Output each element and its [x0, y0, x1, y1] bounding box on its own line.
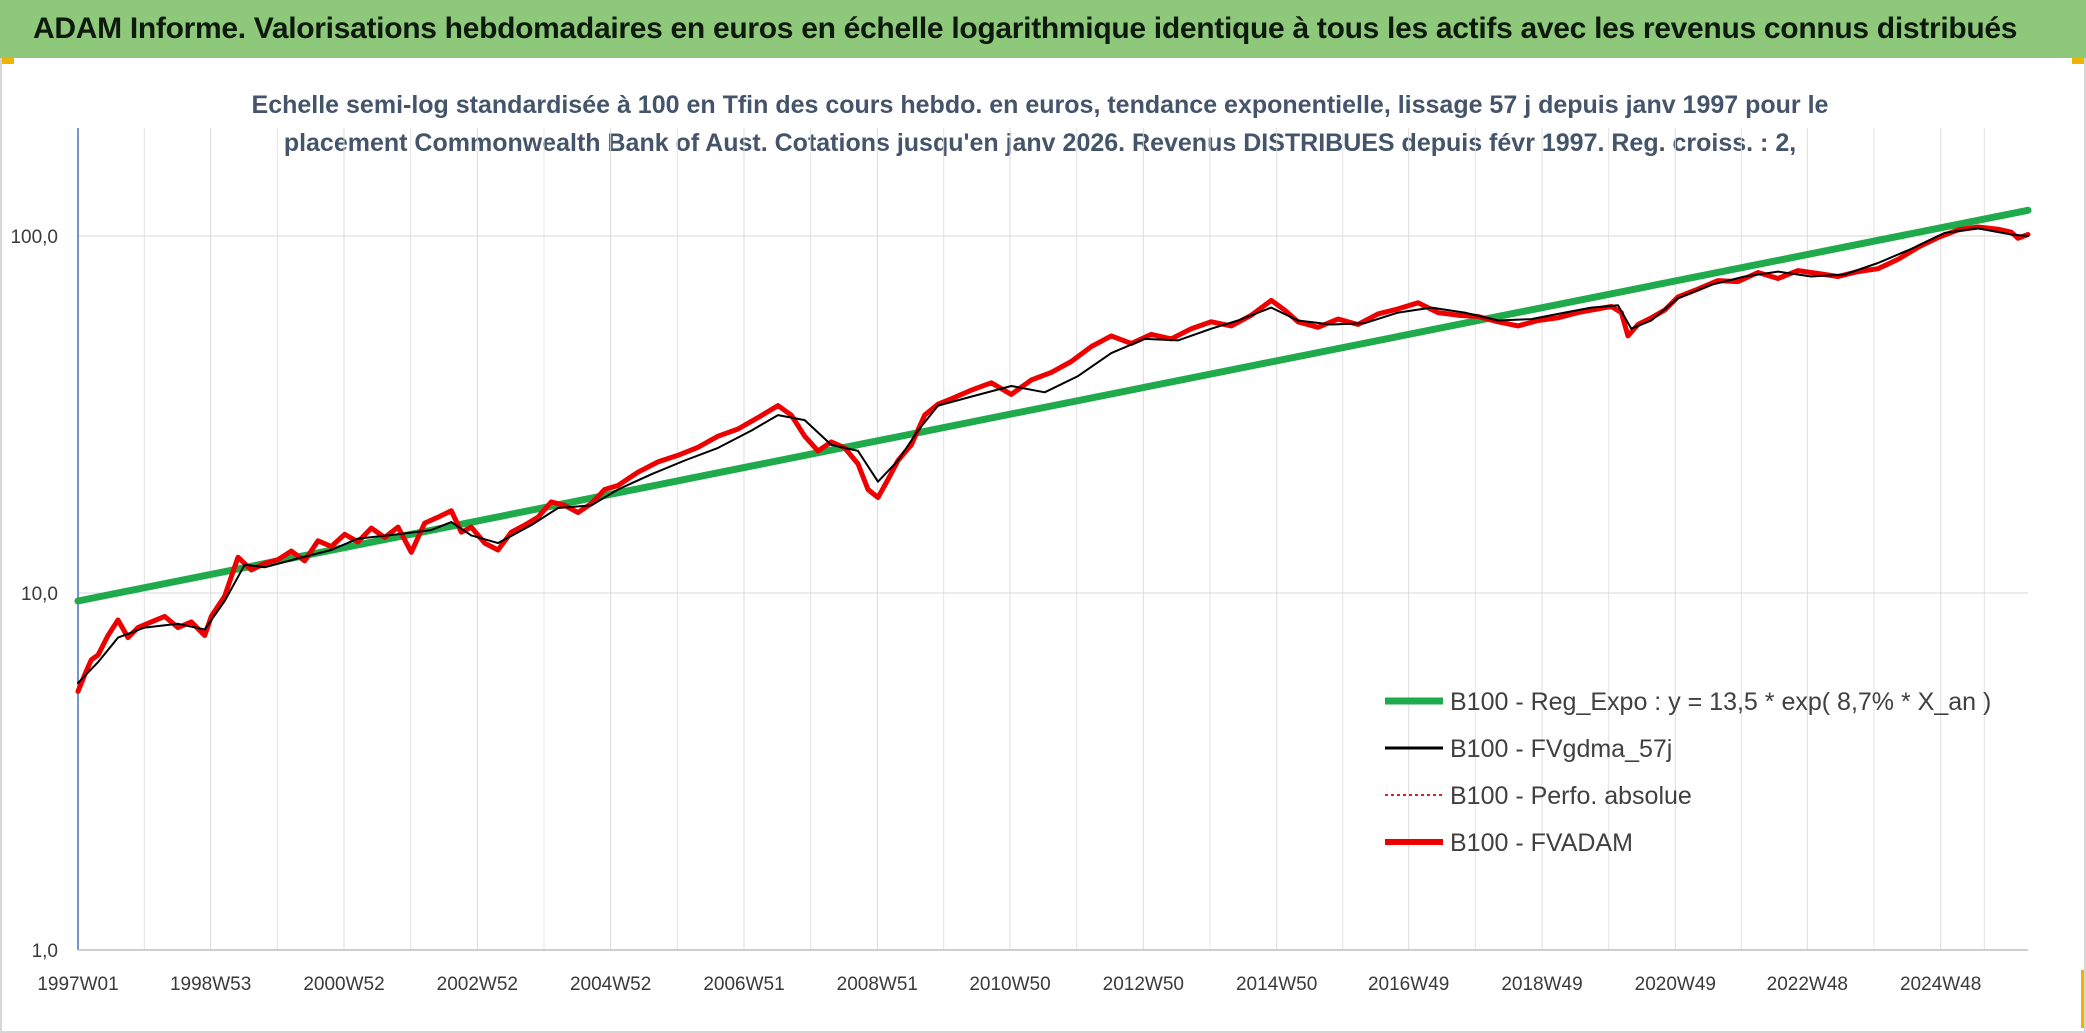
- chart-axes: 1,0 10,0 100,0 1997W01 1998W53 2000W52 2002W52…: [10, 128, 2028, 995]
- legend-label-perfo-absolue: B100 - Perfo. absolue: [1450, 782, 1692, 810]
- legend-label-fvadam: B100 - FVADAM: [1450, 829, 1633, 857]
- x-tick-label: 2014W50: [1236, 974, 1317, 995]
- y-tick-label: 1,0: [32, 941, 58, 962]
- x-tick-label: 2008W51: [837, 974, 918, 995]
- x-tick-label: 1997W01: [37, 974, 118, 995]
- y-tick-label: 10,0: [21, 584, 58, 605]
- x-tick-label: 2018W49: [1501, 974, 1582, 995]
- chart-series: [74, 206, 2032, 694]
- x-tick-label: 2024W48: [1900, 974, 1981, 995]
- x-tick-label: 2020W49: [1635, 974, 1716, 995]
- chart-grid: [78, 128, 2028, 951]
- chart-legend: B100 - Reg_Expo : y = 13,5 * exp( 8,7% *…: [1385, 688, 1991, 857]
- page-title: ADAM Informe. Valorisations hebdomadaire…: [33, 12, 2018, 45]
- legend-label-reg-expo: B100 - Reg_Expo : y = 13,5 * exp( 8,7% *…: [1450, 688, 1991, 716]
- x-tick-label: 2016W49: [1368, 974, 1449, 995]
- y-tick-label: 100,0: [10, 227, 58, 248]
- x-tick-label: 2010W50: [969, 974, 1050, 995]
- x-tick-label: 2004W52: [570, 974, 651, 995]
- series-line-fvadam: [75, 224, 2031, 694]
- header-bar: ADAM Informe. Valorisations hebdomadaire…: [0, 0, 2086, 58]
- series-line-reg-expo: [74, 206, 2032, 605]
- chart-subtitle-line-2: placement Commonwealth Bank of Aust. Cot…: [283, 129, 1797, 157]
- x-tick-label: 1998W53: [170, 974, 251, 995]
- legend-label-fvgdma: B100 - FVgdma_57j: [1450, 735, 1672, 763]
- x-tick-label: 2012W50: [1103, 974, 1184, 995]
- chart-subtitle-line-1: Echelle semi-log standardisée à 100 en T…: [251, 91, 1829, 119]
- corner-marker-left: [0, 58, 14, 64]
- x-tick-label: 2002W52: [437, 974, 518, 995]
- x-tick-label: 2006W51: [703, 974, 784, 995]
- chart-subtitle: Echelle semi-log standardisée à 100 en T…: [180, 86, 1900, 162]
- x-tick-label: 2000W52: [303, 974, 384, 995]
- series-line-fvgdma: [77, 227, 2029, 684]
- corner-marker-bottom-right: [2081, 970, 2086, 1028]
- x-tick-label: 2022W48: [1767, 974, 1848, 995]
- chart-frame: [0, 58, 2086, 1033]
- corner-marker-right: [2072, 58, 2086, 64]
